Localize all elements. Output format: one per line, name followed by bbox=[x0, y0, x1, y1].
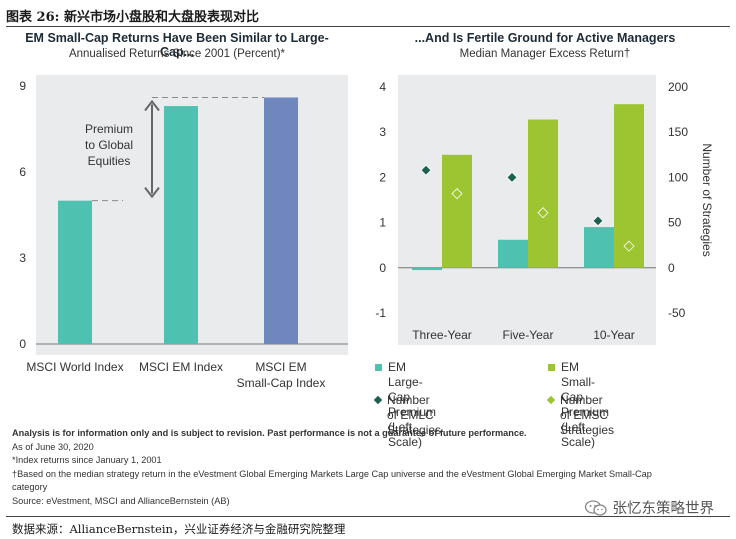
bottom-rule bbox=[6, 516, 730, 517]
right-y2-axis-label-group: Number of Strategies bbox=[700, 143, 714, 256]
premium-annotation: Equities bbox=[88, 154, 131, 168]
right-chart-background bbox=[398, 75, 656, 345]
right-scatter-point bbox=[592, 215, 604, 227]
right-bar bbox=[442, 154, 472, 268]
source-line: 数据来源：AllianceBernstein，兴业证券经济与金融研究院整理 bbox=[12, 522, 346, 536]
right-y2-tick-label: 50 bbox=[668, 216, 682, 230]
left-bar bbox=[58, 200, 92, 344]
right-y2-tick-label: -50 bbox=[668, 306, 686, 320]
legend-item-emsc-strategies: Number of EMSC Strategies bbox=[546, 393, 615, 438]
legend-item-em-large-cap: EM Large-Cap Premium (Left Scale) bbox=[375, 360, 436, 450]
right-scatter-point bbox=[451, 188, 463, 200]
left-chart-subtitle: Annualised Returns Since 2001 (Percent)* bbox=[68, 48, 286, 60]
legend-label: (Left Scale) bbox=[388, 420, 423, 449]
legend-item-em-small-cap: EM Small-Cap Premium (Left Scale) bbox=[548, 360, 609, 450]
right-bar bbox=[498, 239, 528, 268]
premium-arrow-head bbox=[144, 99, 160, 112]
left-y-tick-label: 3 bbox=[19, 251, 26, 265]
premium-annotation: Premium bbox=[85, 122, 133, 136]
right-scatter-point bbox=[420, 164, 432, 176]
legend-item-emlc-strategies: Number of EMLC Strategies bbox=[373, 393, 442, 438]
left-y-tick-label: 9 bbox=[19, 79, 26, 93]
left-y-tick-label: 0 bbox=[19, 337, 26, 351]
right-y2-tick-label: 0 bbox=[668, 261, 675, 275]
right-y2-tick-label: 100 bbox=[668, 170, 688, 184]
left-y-tick-label: 6 bbox=[19, 165, 26, 179]
legend-label: EM Small-Cap Premium bbox=[561, 360, 610, 419]
left-x-tick-label: MSCI EM bbox=[255, 360, 306, 374]
chart-notes: Analysis is for information only and is … bbox=[12, 427, 722, 508]
right-scatter-point bbox=[623, 240, 635, 252]
right-x-tick-label: 10-Year bbox=[593, 328, 635, 342]
wechat-icon bbox=[584, 499, 607, 516]
as-of-date: As of June 30, 2020 bbox=[12, 441, 94, 452]
right-y-tick-label: 2 bbox=[379, 170, 386, 184]
disclaimer: Analysis is for information only and is … bbox=[12, 428, 527, 438]
premium-arrow-head bbox=[144, 187, 160, 199]
legend-label: Number of EMSC Strategies bbox=[560, 393, 615, 437]
legend-swatch-teal bbox=[375, 364, 382, 371]
premium-annotation: to Global bbox=[85, 138, 133, 152]
note-median-strategy: †Based on the median strategy return in … bbox=[12, 468, 652, 479]
note-median-strategy-cont: category bbox=[12, 482, 48, 492]
legend-label: (Left Scale) bbox=[561, 420, 596, 449]
left-x-tick-label: Small-Cap Index bbox=[237, 376, 326, 390]
right-chart: -1 0 1 2 3 4 -50 0 50 100 150 200 Three-Year Five-Yea… bbox=[375, 80, 688, 342]
top-rule bbox=[6, 26, 730, 27]
right-scatter-point bbox=[506, 171, 518, 183]
right-y-tick-label: 4 bbox=[379, 80, 386, 94]
left-bar bbox=[264, 97, 298, 344]
legend-swatch-diamond-green bbox=[546, 395, 556, 405]
legend-label: Number of EMLC Strategies bbox=[387, 393, 442, 437]
right-y-tick-label: 1 bbox=[379, 216, 386, 230]
left-chart-title: EM Small-Cap Returns Have Been Similar t… bbox=[25, 31, 329, 59]
right-y2-axis-label: Number of Strategies bbox=[700, 143, 714, 256]
left-x-tick-label: MSCI World Index bbox=[26, 360, 123, 374]
figure-title: 图表 26: 新兴市场小盘股和大盘股表现对比 bbox=[6, 10, 259, 25]
watermark: 张忆东策略世界 bbox=[584, 497, 715, 518]
right-y2-tick-label: 150 bbox=[668, 125, 688, 139]
right-chart-title: ...And Is Fertile Ground for Active Mana… bbox=[414, 31, 676, 45]
right-chart-subtitle: Median Manager Excess Return† bbox=[459, 48, 631, 60]
right-bar bbox=[412, 267, 442, 271]
right-x-tick-label: Five-Year bbox=[503, 328, 554, 342]
note-index-returns: *Index returns since January 1, 2001 bbox=[12, 455, 162, 465]
right-bar bbox=[584, 227, 614, 268]
legend-swatch-diamond-dark bbox=[373, 395, 383, 405]
left-x-tick-label: MSCI EM Index bbox=[139, 360, 223, 374]
left-bar bbox=[164, 106, 198, 344]
note-sources: Source: eVestment, MSCI and AllianceBern… bbox=[12, 495, 230, 506]
left-chart: 0 3 6 9 MSCI World Index MSCI EM Index MSCI EM… bbox=[19, 79, 348, 390]
right-y-tick-label: 0 bbox=[379, 261, 386, 275]
right-x-tick-label: Three-Year bbox=[412, 328, 472, 342]
right-bar bbox=[528, 119, 558, 268]
legend-label: EM Large-Cap Premium bbox=[388, 360, 437, 419]
right-scatter-point bbox=[537, 207, 549, 219]
right-bar bbox=[614, 104, 644, 268]
right-y2-tick-label: 200 bbox=[668, 80, 688, 94]
right-y-tick-label: 3 bbox=[379, 125, 386, 139]
watermark-text: 张忆东策略世界 bbox=[612, 501, 715, 517]
legend-swatch-green bbox=[548, 364, 555, 371]
right-y-tick-label: -1 bbox=[375, 306, 386, 320]
